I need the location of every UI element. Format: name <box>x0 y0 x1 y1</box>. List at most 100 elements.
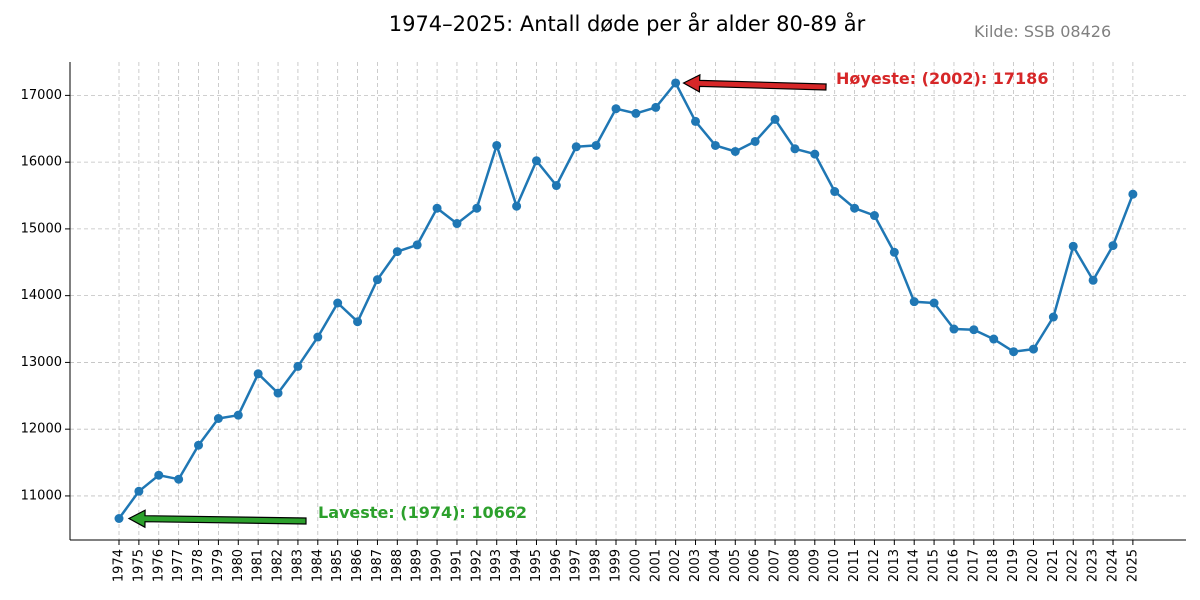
x-tick-label: 2013 <box>887 549 902 582</box>
data-point <box>1108 241 1118 251</box>
data-point <box>213 413 223 423</box>
x-tick-label: 2004 <box>708 549 723 582</box>
x-tick-label: 1991 <box>449 549 464 582</box>
data-point <box>194 440 204 450</box>
x-tick-label: 2002 <box>668 549 683 582</box>
series-points <box>114 78 1138 524</box>
x-axis-ticks: 1974 1975 1976 1977 1978 1979 1980 1981 1982 1983… <box>112 540 1140 582</box>
x-tick-label: 2021 <box>1046 549 1061 582</box>
y-tick-label: 15000 <box>21 221 62 236</box>
x-tick-label: 2025 <box>1125 549 1140 582</box>
data-point <box>671 78 681 88</box>
data-point <box>810 149 820 159</box>
data-point <box>531 156 541 166</box>
x-tick-label: 1999 <box>609 549 624 582</box>
x-tick-label: 2022 <box>1066 549 1081 582</box>
x-tick-label: 2016 <box>946 549 961 582</box>
data-point <box>1048 312 1058 322</box>
x-tick-label: 1982 <box>271 549 286 582</box>
y-tick-label: 16000 <box>21 155 62 170</box>
series-path <box>117 81 1135 520</box>
x-tick-label: 2000 <box>628 549 643 582</box>
data-point <box>134 486 144 496</box>
x-tick-label: 1984 <box>310 549 325 582</box>
x-tick-label: 1974 <box>112 549 127 582</box>
x-tick-label: 1986 <box>350 549 365 582</box>
x-tick-label: 1987 <box>370 549 385 582</box>
x-tick-label: 2020 <box>1026 549 1041 582</box>
x-tick-label: 1996 <box>549 549 564 582</box>
data-point <box>452 219 462 229</box>
data-point <box>770 114 780 124</box>
x-tick-label: 2001 <box>648 549 663 582</box>
data-point <box>969 325 979 335</box>
x-tick-label: 1975 <box>131 549 146 582</box>
data-point <box>114 514 124 524</box>
data-point <box>392 247 402 257</box>
x-tick-label: 1981 <box>251 549 266 582</box>
data-point <box>1009 347 1019 357</box>
x-tick-label: 2006 <box>748 549 763 582</box>
data-point <box>472 203 482 213</box>
data-point <box>512 201 522 211</box>
x-tick-label: 1997 <box>569 549 584 582</box>
y-tick-label: 17000 <box>21 88 62 103</box>
data-point <box>710 140 720 150</box>
x-tick-label: 2024 <box>1106 549 1121 582</box>
data-point <box>233 410 243 420</box>
data-point <box>174 474 184 484</box>
x-tick-label: 1980 <box>231 549 246 582</box>
max-arrow <box>682 73 827 93</box>
data-point <box>790 144 800 154</box>
y-axis-ticks: 11000 12000 13000 14000 15000 16000 17000 <box>21 88 70 503</box>
data-point <box>1088 275 1098 285</box>
data-point <box>830 187 840 197</box>
data-point <box>651 102 661 112</box>
data-point <box>154 470 164 480</box>
x-tick-label: 2023 <box>1086 549 1101 582</box>
x-tick-label: 2011 <box>847 549 862 582</box>
max-annotation-label: Høyeste: (2002): 17186 <box>836 69 1048 88</box>
x-tick-label: 1998 <box>589 549 604 582</box>
data-point <box>412 240 422 250</box>
x-tick-label: 1988 <box>390 549 405 582</box>
x-tick-label: 1978 <box>191 549 206 582</box>
x-tick-label: 2010 <box>827 549 842 582</box>
data-point <box>611 104 621 114</box>
x-tick-label: 2005 <box>728 549 743 582</box>
x-tick-label: 2018 <box>986 549 1001 582</box>
data-point <box>1128 189 1138 199</box>
data-point <box>1028 344 1038 354</box>
x-tick-label: 1994 <box>509 549 524 582</box>
x-tick-label: 2007 <box>768 549 783 582</box>
data-point <box>730 146 740 156</box>
x-tick-label: 1983 <box>290 549 305 582</box>
x-tick-label: 2003 <box>688 549 703 582</box>
min-arrow <box>127 509 307 529</box>
x-tick-label: 1979 <box>211 549 226 582</box>
y-tick-label: 13000 <box>21 355 62 370</box>
annotations: Høyeste: (2002): 17186 Laveste: (1974): 1… <box>127 69 1048 529</box>
y-tick-label: 12000 <box>21 422 62 437</box>
x-tick-label: 2014 <box>907 549 922 582</box>
x-tick-label: 1993 <box>489 549 504 582</box>
data-point <box>1068 241 1078 251</box>
data-point <box>253 369 263 379</box>
data-point <box>750 136 760 146</box>
data-point <box>850 203 860 213</box>
x-tick-label: 2012 <box>867 549 882 582</box>
series-line <box>117 81 1135 520</box>
data-point <box>333 298 343 308</box>
x-tick-label: 1976 <box>151 549 166 582</box>
data-point <box>353 317 363 327</box>
data-point <box>949 324 959 334</box>
grid-lines <box>70 62 1186 540</box>
data-point <box>691 116 701 126</box>
data-point <box>631 108 641 118</box>
y-tick-label: 11000 <box>21 488 62 503</box>
min-annotation-label: Laveste: (1974): 10662 <box>318 503 527 522</box>
data-point <box>313 332 323 342</box>
data-point <box>929 298 939 308</box>
data-point <box>909 297 919 307</box>
